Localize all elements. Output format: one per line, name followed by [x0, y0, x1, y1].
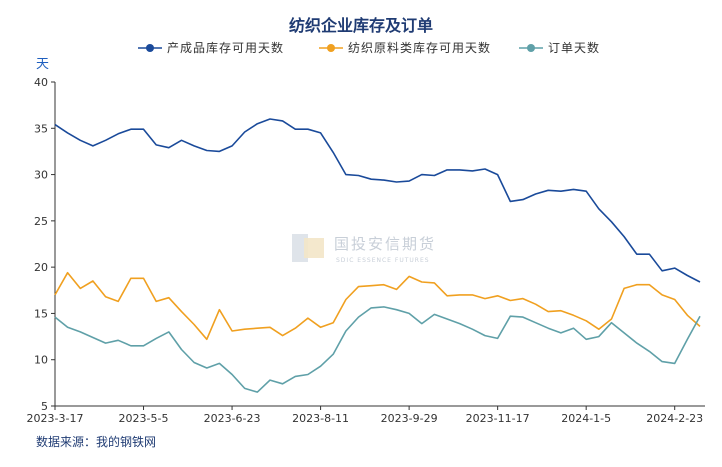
series-group: [54, 118, 701, 393]
y-axis-label: 天: [36, 57, 49, 72]
legend-marker: [527, 44, 535, 52]
legend-label: 产成品库存可用天数: [167, 40, 284, 55]
x-tick-label: 2023-9-29: [381, 412, 438, 425]
y-tick-label: 30: [34, 169, 48, 182]
x-tick-label: 2023-8-11: [292, 412, 349, 425]
legend-marker: [327, 44, 335, 52]
y-tick-label: 35: [34, 122, 48, 135]
series-line-3: [54, 306, 701, 393]
y-tick-label: 40: [34, 76, 48, 89]
watermark-name: 国投安信期货: [334, 235, 436, 253]
watermark-logo-accent: [304, 238, 324, 258]
series-line-1: [54, 118, 701, 283]
watermark-subtitle: SDIC ESSENCE FUTURES: [336, 257, 430, 264]
y-tick-label: 10: [34, 354, 48, 367]
x-tick-label: 2024-2-23: [646, 412, 703, 425]
y-tick-label: 20: [34, 261, 48, 274]
x-tick-label: 2023-6-23: [204, 412, 261, 425]
y-tick-label: 25: [34, 215, 48, 228]
y-tick-label: 5: [41, 400, 48, 413]
watermark: 国投安信期货 SDIC ESSENCE FUTURES: [292, 234, 436, 264]
y-tick-label: 15: [34, 307, 48, 320]
source-note: 数据来源：我的钢铁网: [36, 434, 156, 449]
axes: 5 10 15 20 25 30 35 40 2023-3-17 2023-5-5 2023-6-2…: [27, 76, 705, 425]
x-tick-label: 2023-11-17: [466, 412, 530, 425]
x-tick-label: 2023-3-17: [27, 412, 84, 425]
series-line-2: [54, 271, 701, 341]
legend-marker: [146, 44, 154, 52]
x-tick-label: 2023-5-5: [119, 412, 169, 425]
legend-label: 纺织原料类库存可用天数: [348, 40, 491, 55]
x-tick-label: 2024-1-5: [561, 412, 611, 425]
legend-label: 订单天数: [548, 40, 600, 55]
chart-title: 纺织企业库存及订单: [289, 16, 433, 35]
legend: 产成品库存可用天数 纺织原料类库存可用天数 订单天数: [138, 40, 600, 55]
